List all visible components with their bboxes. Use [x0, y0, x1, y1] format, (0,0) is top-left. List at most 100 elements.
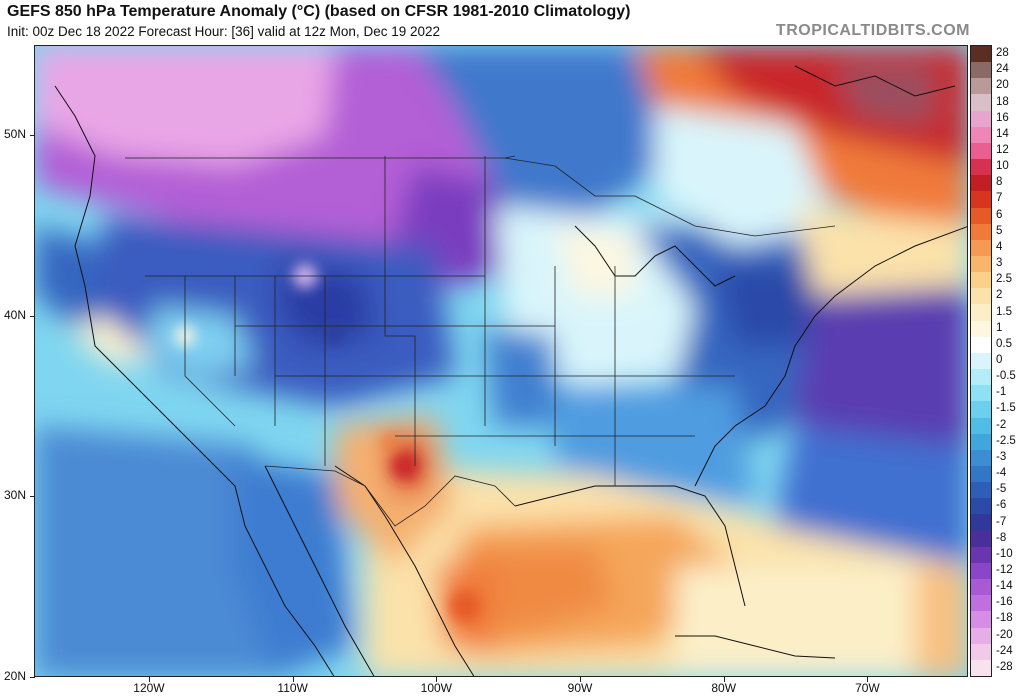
- colorbar-label: 1.5: [996, 305, 1012, 318]
- colorbar-label: 0.5: [996, 337, 1012, 350]
- lon-label: 70W: [855, 681, 880, 695]
- lon-tick: [867, 677, 868, 682]
- colorbar-label: -3: [996, 450, 1007, 463]
- lon-tick: [580, 677, 581, 682]
- colorbar-label: -7: [996, 515, 1007, 528]
- lon-tick: [724, 677, 725, 682]
- colorbar-swatch: [971, 159, 991, 176]
- colorbar-swatch: [971, 142, 991, 160]
- colorbar-label: 2.5: [996, 273, 1012, 286]
- colorbar-swatch: [971, 546, 991, 564]
- colorbar-label: 1: [996, 321, 1003, 334]
- colorbar-label: -8: [996, 531, 1007, 544]
- colorbar-swatch: [971, 401, 991, 419]
- anomaly-detail: [175, 264, 481, 622]
- colorbar-label: 8: [996, 176, 1003, 189]
- colorbar-swatch: [971, 449, 991, 467]
- lon-label: 100W: [420, 681, 453, 695]
- colorbar-swatch: [971, 579, 991, 596]
- colorbar-swatch: [971, 175, 991, 192]
- lat-label: 20N: [4, 669, 27, 683]
- colorbar-swatch: [971, 126, 991, 144]
- colorbar-label: 20: [996, 79, 1009, 92]
- chart-subtitle: Init: 00z Dec 18 2022 Forecast Hour: [36…: [7, 24, 440, 39]
- colorbar-label: 14: [996, 127, 1009, 140]
- colorbar-swatch: [971, 562, 991, 580]
- borders: [125, 155, 836, 527]
- lat-label: 40N: [4, 307, 27, 322]
- coastlines: [54, 65, 967, 676]
- colorbar-label: -10: [996, 547, 1013, 560]
- colorbar-label: -6: [996, 499, 1007, 512]
- colorbar-label: -1: [996, 386, 1007, 399]
- colorbar-label: -5: [996, 483, 1007, 496]
- lon-tick: [149, 677, 150, 682]
- colorbar-swatch: [971, 659, 991, 677]
- colorbar-swatch: [971, 417, 991, 435]
- lat-label: 30N: [4, 488, 27, 503]
- lat-label: 50N: [4, 127, 27, 142]
- lat-tick: [30, 677, 35, 678]
- colorbar: [970, 45, 992, 677]
- colorbar-swatch: [971, 627, 991, 645]
- colorbar-label: -12: [996, 564, 1013, 576]
- colorbar-label: 10: [996, 160, 1009, 173]
- colorbar-label: 18: [996, 95, 1009, 108]
- colorbar-label: -0.5: [996, 370, 1016, 383]
- colorbar-swatch: [971, 191, 991, 209]
- lon-label: 90W: [567, 681, 593, 695]
- colorbar-label: 5: [996, 224, 1003, 237]
- colorbar-swatch: [971, 320, 991, 338]
- colorbar-swatch: [971, 78, 991, 95]
- colorbar-swatch: [971, 336, 991, 354]
- colorbar-swatch: [971, 352, 991, 370]
- colorbar-swatch: [971, 385, 991, 402]
- colorbar-swatch: [971, 643, 991, 661]
- site-credit[interactable]: TROPICALTIDBITS.COM: [775, 22, 970, 39]
- colorbar-label: -24: [996, 644, 1013, 657]
- colorbar-swatch: [971, 595, 991, 612]
- colorbar-swatch: [971, 304, 991, 322]
- colorbar-label: 3: [996, 257, 1003, 270]
- colorbar-label: 2: [996, 289, 1003, 302]
- chart-title: GEFS 850 hPa Temperature Anomaly (°C) (b…: [7, 3, 631, 20]
- colorbar-swatch: [971, 46, 991, 63]
- colorbar-label: 4: [996, 240, 1003, 253]
- colorbar-label: 6: [996, 208, 1003, 221]
- anomaly-map: [34, 45, 968, 677]
- lon-label: 110W: [277, 681, 308, 695]
- colorbar-swatch: [971, 62, 991, 79]
- colorbar-label: -20: [996, 628, 1013, 641]
- colorbar-label: -4: [996, 467, 1007, 480]
- colorbar-label: 7: [996, 192, 1003, 205]
- colorbar-label: -2.5: [996, 434, 1016, 447]
- colorbar-swatch: [971, 207, 991, 225]
- colorbar-label: 0: [996, 354, 1003, 366]
- lat-tick: [30, 135, 35, 136]
- colorbar-label: 12: [996, 144, 1009, 156]
- colorbar-label: -14: [996, 580, 1013, 593]
- lat-tick: [30, 496, 35, 497]
- lon-tick: [436, 677, 437, 682]
- colorbar-swatch: [971, 466, 991, 483]
- colorbar-label: -1.5: [996, 402, 1016, 415]
- colorbar-swatch: [971, 288, 991, 305]
- colorbar-swatch: [971, 433, 991, 451]
- lon-label: 120W: [133, 681, 165, 695]
- colorbar-label: 24: [996, 63, 1009, 76]
- colorbar-swatch: [971, 498, 991, 515]
- colorbar-swatch: [971, 272, 991, 289]
- lon-tick: [293, 677, 294, 682]
- colorbar-label: -18: [996, 612, 1013, 625]
- colorbar-swatch: [971, 256, 991, 273]
- colorbar-swatch: [971, 482, 991, 499]
- colorbar-swatch: [971, 611, 991, 629]
- colorbar-label: 16: [996, 111, 1009, 124]
- lat-tick: [30, 316, 35, 317]
- colorbar-swatch: [971, 223, 991, 241]
- colorbar-swatch: [971, 239, 991, 257]
- colorbar-swatch: [971, 369, 991, 386]
- colorbar-swatch: [971, 110, 991, 128]
- colorbar-swatch: [971, 94, 991, 112]
- colorbar-label: -16: [996, 596, 1013, 609]
